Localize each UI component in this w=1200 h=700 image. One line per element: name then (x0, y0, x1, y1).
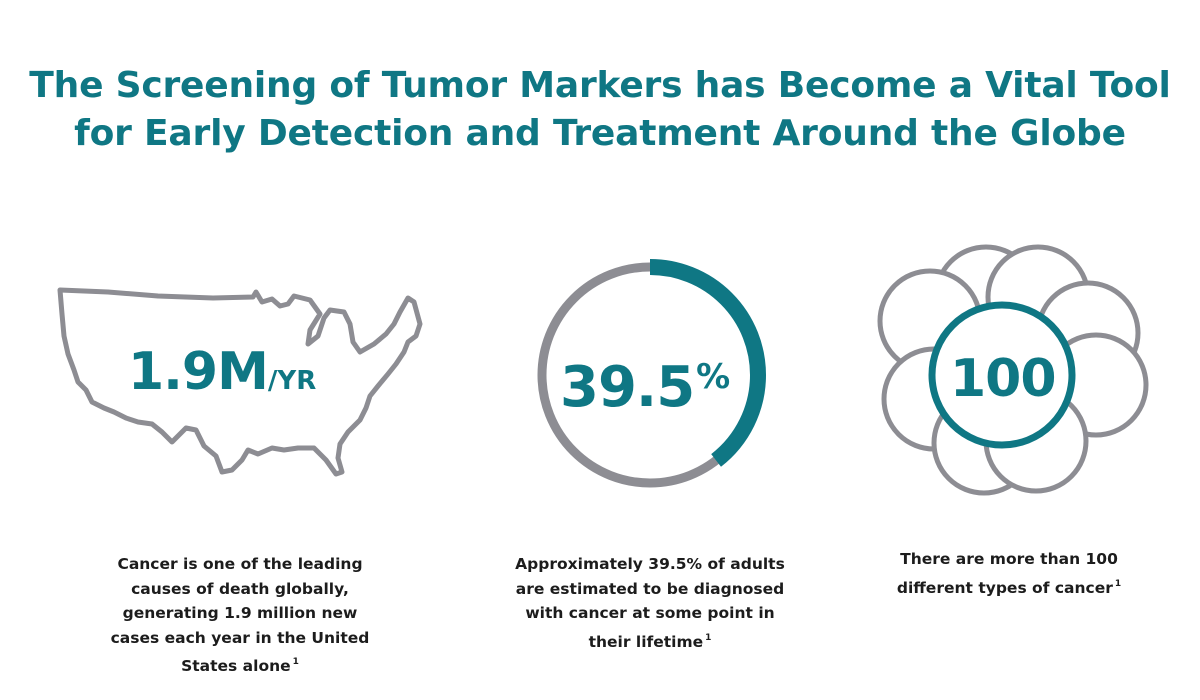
stat-cancer-types-value: 100 (950, 349, 1057, 409)
us-map-icon (48, 252, 428, 482)
footnote-marker: 1 (1114, 578, 1122, 589)
caption-cancer-types-text: There are more than 100 different types … (896, 550, 1118, 597)
stat-annual-cases-value: 1.9M (128, 342, 269, 402)
center-cell (928, 301, 1076, 449)
caption-annual-cases: Cancer is one of the leading causes of d… (100, 552, 380, 679)
caption-lifetime-risk-text: Approximately 39.5% of adults are estima… (515, 555, 785, 651)
page-title: The Screening of Tumor Markers has Becom… (0, 62, 1200, 157)
progress-ring-icon (515, 240, 785, 510)
cell-cluster-icon (872, 235, 1152, 515)
caption-annual-cases-text: Cancer is one of the leading causes of d… (110, 555, 370, 675)
stat-annual-cases-unit: /YR (267, 366, 317, 396)
progress-ring-arc (534, 259, 766, 491)
title-line-1: The Screening of Tumor Markers has Becom… (29, 65, 1171, 106)
caption-lifetime-risk: Approximately 39.5% of adults are estima… (505, 552, 795, 654)
stat-cancer-types: 100 (950, 347, 1057, 411)
stat-lifetime-risk: 39.5% (560, 342, 730, 423)
stat-annual-cases: 1.9M/YR (128, 340, 316, 413)
footnote-marker: 1 (705, 632, 712, 643)
title-line-2: for Early Detection and Treatment Around… (74, 112, 1126, 154)
stat-lifetime-risk-unit: % (696, 357, 730, 397)
caption-cancer-types: There are more than 100 different types … (889, 547, 1129, 600)
footnote-marker: 1 (292, 657, 299, 667)
stat-lifetime-risk-value: 39.5 (560, 355, 695, 420)
